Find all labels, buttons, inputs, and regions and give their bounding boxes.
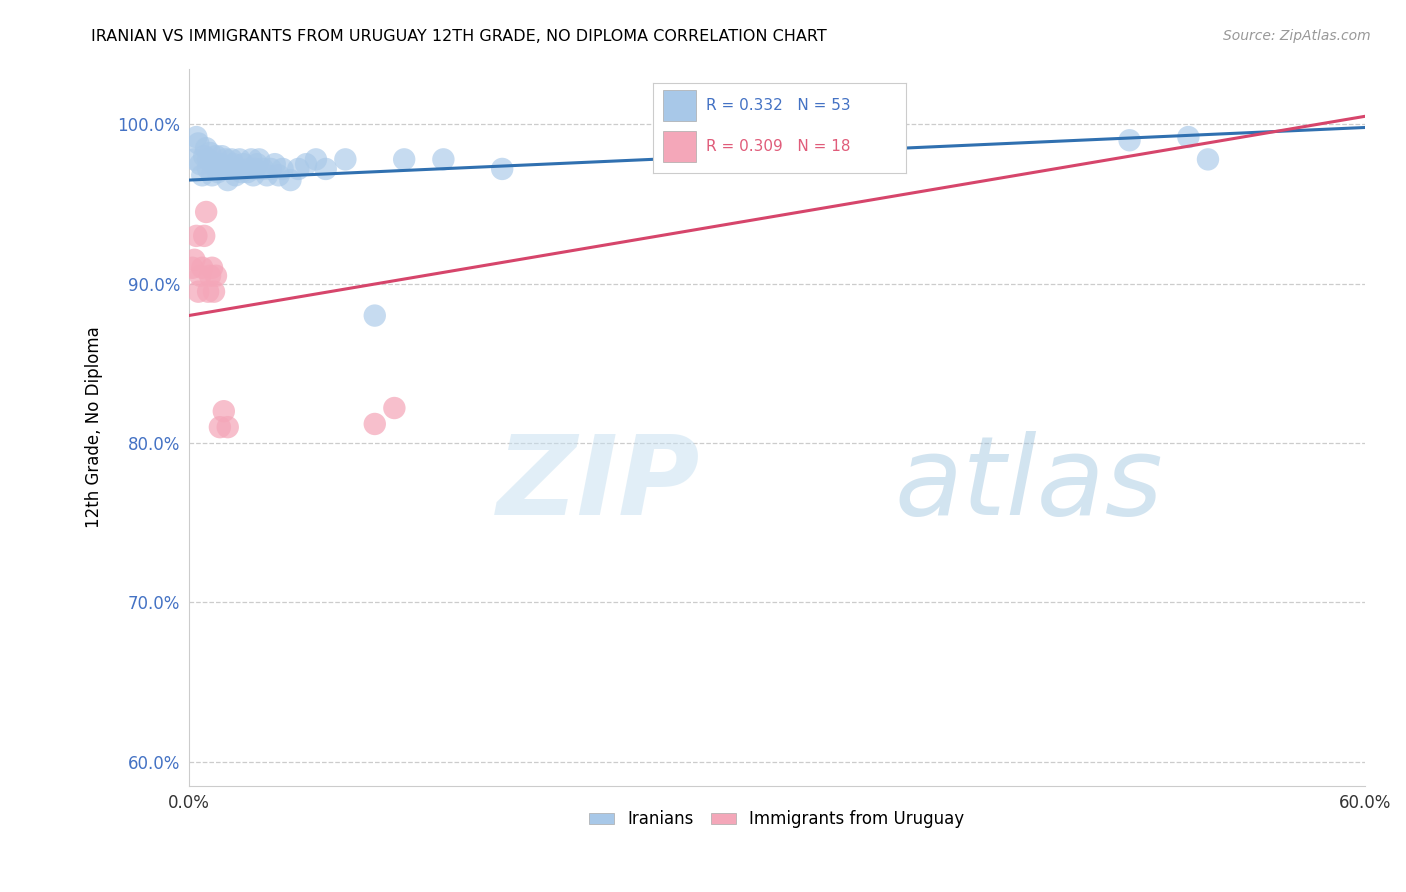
Point (197, 285, 219, 299)
Point (218, 161, 240, 176)
Point (231, 165, 253, 179)
Y-axis label: 12th Grade, No Diploma: 12th Grade, No Diploma (86, 326, 103, 528)
Point (263, 157, 285, 171)
Point (201, 169, 224, 183)
Point (191, 260, 214, 275)
Point (315, 161, 337, 176)
Point (186, 228, 208, 243)
Point (256, 169, 278, 183)
Point (221, 153, 243, 167)
Text: ZIP: ZIP (496, 431, 700, 538)
Point (187, 136, 209, 151)
Point (1197, 153, 1219, 167)
Point (232, 157, 254, 171)
Point (217, 420, 239, 434)
Point (252, 161, 274, 176)
Point (186, 130, 208, 145)
Point (1118, 133, 1140, 147)
Point (432, 153, 454, 167)
Point (188, 268, 211, 283)
Point (187, 285, 209, 299)
Point (236, 165, 259, 179)
Point (205, 149, 228, 163)
Point (364, 309, 387, 323)
Point (305, 153, 328, 167)
Point (242, 169, 264, 183)
Point (212, 161, 235, 176)
Point (280, 173, 302, 187)
Point (217, 173, 239, 187)
Point (382, 401, 405, 415)
Point (183, 252, 205, 267)
Point (335, 153, 357, 167)
Text: IRANIAN VS IMMIGRANTS FROM URUGUAY 12TH GRADE, NO DIPLOMA CORRELATION CHART: IRANIAN VS IMMIGRANTS FROM URUGUAY 12TH … (91, 29, 827, 44)
Point (193, 149, 215, 163)
Point (195, 141, 218, 155)
Point (238, 161, 260, 176)
Point (243, 161, 266, 176)
Point (208, 157, 231, 171)
Point (195, 205, 218, 219)
Point (207, 165, 229, 179)
Point (222, 157, 245, 171)
Point (188, 157, 211, 171)
Point (287, 161, 309, 176)
Point (202, 157, 225, 171)
Legend: Iranians, Immigrants from Uruguay: Iranians, Immigrants from Uruguay (582, 804, 970, 835)
Point (267, 169, 290, 183)
Point (197, 161, 219, 176)
Point (212, 404, 235, 418)
Point (191, 169, 214, 183)
Text: Source: ZipAtlas.com: Source: ZipAtlas.com (1223, 29, 1371, 43)
Point (215, 153, 238, 167)
Point (205, 268, 228, 283)
Point (193, 228, 215, 243)
Point (201, 260, 224, 275)
Point (271, 161, 294, 176)
Point (364, 417, 387, 431)
Point (198, 146, 221, 161)
Point (226, 161, 249, 176)
Point (240, 153, 263, 167)
Point (183, 153, 205, 167)
Point (202, 285, 225, 299)
Point (246, 157, 269, 171)
Point (260, 161, 283, 176)
Point (295, 157, 318, 171)
Point (197, 153, 219, 167)
Point (208, 420, 231, 434)
Point (211, 149, 233, 163)
Point (181, 260, 204, 275)
Point (228, 153, 250, 167)
Point (247, 153, 270, 167)
Point (225, 169, 247, 183)
Point (198, 268, 221, 283)
Point (1177, 130, 1199, 145)
Point (392, 153, 415, 167)
Point (491, 161, 513, 176)
Text: atlas: atlas (894, 431, 1163, 538)
